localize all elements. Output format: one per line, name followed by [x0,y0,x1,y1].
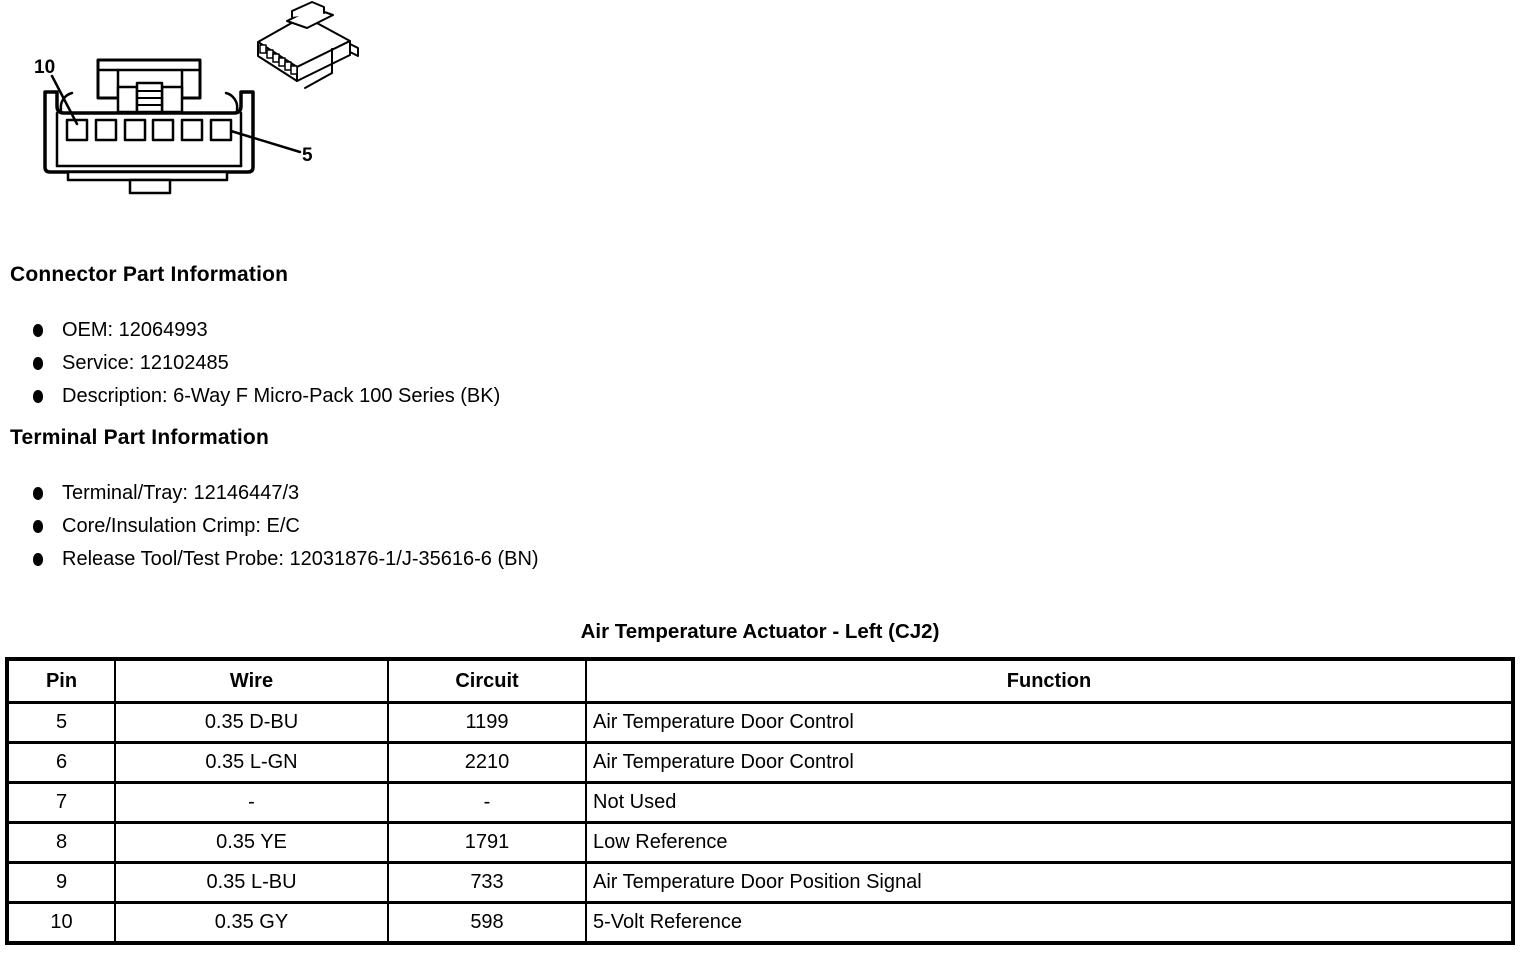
cell-circuit: 598 [387,901,587,945]
cell-function: 5-Volt Reference [585,901,1514,945]
bullet-dot-icon [33,357,43,370]
cell-wire: 0.35 YE [114,821,389,864]
cell-function: Low Reference [585,821,1514,864]
connector-3d-view [257,1,359,89]
pin-callout-5: 5 [302,145,313,166]
callout-line-pin-10 [50,74,79,126]
cell-pin: 10 [6,901,116,945]
table-row: 9 0.35 L-BU 733 Air Temperature Door Pos… [6,861,1514,904]
list-item-text: OEM: 12064993 [62,319,208,341]
cell-circuit: - [387,781,587,824]
connector-part-info-list: OEM: 12064993 Service: 12102485 Descript… [33,314,500,413]
bullet-dot-icon [33,324,43,337]
connector-diagram: 10 5 [34,1,359,195]
cell-wire: 0.35 GY [114,901,389,945]
table-row: 6 0.35 L-GN 2210 Air Temperature Door Co… [6,741,1514,784]
cell-circuit: 1791 [387,821,587,864]
cell-wire: 0.35 D-BU [114,701,389,744]
list-item: OEM: 12064993 [33,314,500,347]
cell-function: Not Used [585,781,1514,824]
pinout-table: Pin Wire Circuit Function 5 0.35 D-BU 11… [5,657,1515,945]
terminal-part-information-heading: Terminal Part Information [10,426,269,449]
bullet-dot-icon [33,390,43,403]
bullet-dot-icon [33,487,43,500]
list-item-text: Core/Insulation Crimp: E/C [62,515,300,537]
table-row: 8 0.35 YE 1791 Low Reference [6,821,1514,864]
bullet-dot-icon [33,553,43,566]
list-item: Service: 12102485 [33,347,500,380]
pin-callout-10: 10 [34,57,55,78]
cell-circuit: 733 [387,861,587,904]
list-item: Core/Insulation Crimp: E/C [33,510,539,543]
column-header-function: Function [585,657,1514,704]
cell-pin: 5 [6,701,116,744]
list-item-text: Description: 6-Way F Micro-Pack 100 Seri… [62,385,501,407]
cell-wire: 0.35 L-BU [114,861,389,904]
cell-function: Air Temperature Door Control [585,741,1514,784]
table-row: 7 - - Not Used [6,781,1514,824]
cell-pin: 8 [6,821,116,864]
list-item-text: Release Tool/Test Probe: 12031876-1/J-35… [62,548,539,570]
iso-pin-holes [259,44,298,75]
cell-function: Air Temperature Door Position Signal [585,861,1514,904]
pinout-table-title: Air Temperature Actuator - Left (CJ2) [580,620,940,643]
list-item: Terminal/Tray: 12146447/3 [33,477,539,510]
column-header-pin: Pin [6,657,116,704]
cell-pin: 7 [6,781,116,824]
column-header-circuit: Circuit [387,657,587,704]
list-item-text: Terminal/Tray: 12146447/3 [62,482,300,504]
list-item: Description: 6-Way F Micro-Pack 100 Seri… [33,380,500,413]
list-item: Release Tool/Test Probe: 12031876-1/J-35… [33,543,539,576]
callout-line-pin-5 [229,129,302,154]
cell-wire: - [114,781,389,824]
bullet-dot-icon [33,520,43,533]
connector-part-information-heading: Connector Part Information [10,263,289,286]
terminal-part-info-list: Terminal/Tray: 12146447/3 Core/Insulatio… [33,477,539,576]
table-row: 10 0.35 GY 598 5-Volt Reference [6,901,1514,945]
cell-function: Air Temperature Door Control [585,701,1514,744]
pin-cavities [65,118,233,142]
column-header-wire: Wire [114,657,389,704]
cell-pin: 6 [6,741,116,784]
cell-circuit: 2210 [387,741,587,784]
table-row: 5 0.35 D-BU 1199 Air Temperature Door Co… [6,701,1514,744]
list-item-text: Service: 12102485 [62,352,229,374]
cell-circuit: 1199 [387,701,587,744]
connector-front-view [43,58,302,195]
cell-pin: 9 [6,861,116,904]
cell-wire: 0.35 L-GN [114,741,389,784]
table-header-row: Pin Wire Circuit Function [6,657,1514,704]
